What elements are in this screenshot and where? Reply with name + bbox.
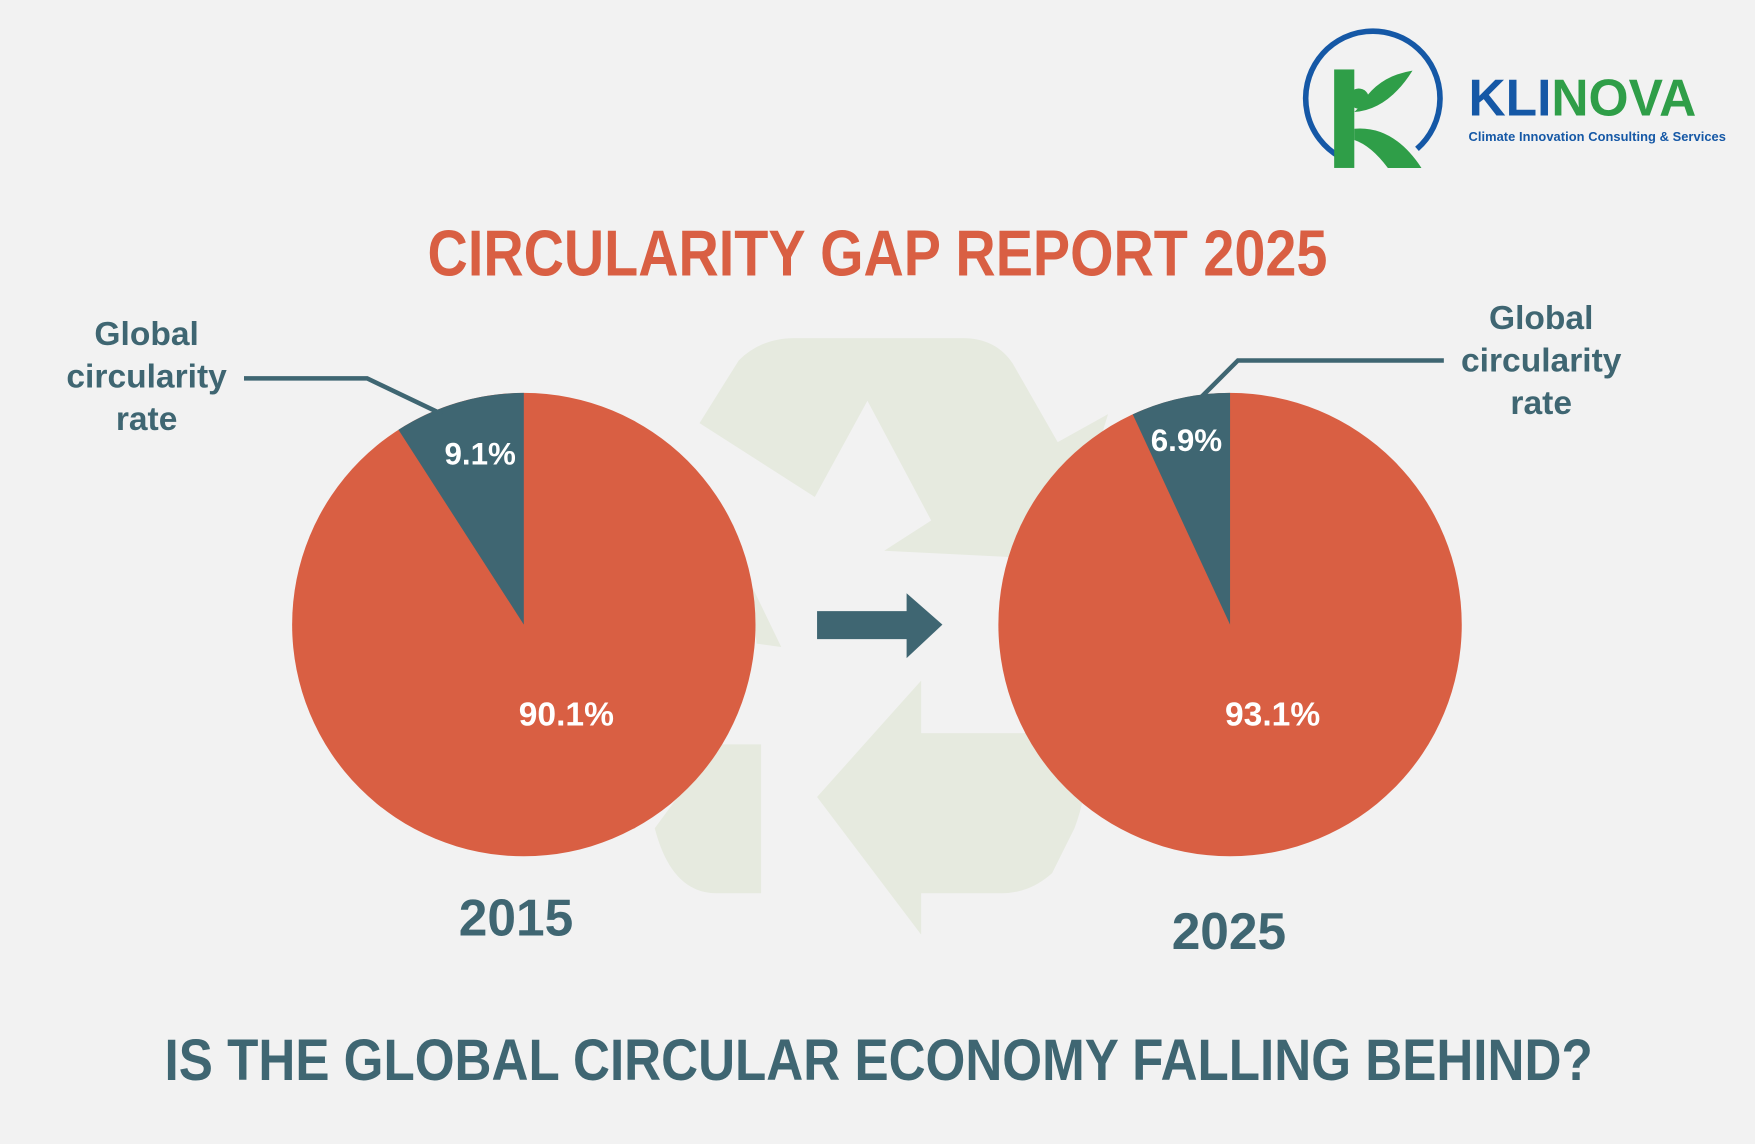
arrow-right-icon — [817, 593, 943, 659]
leader-line-2015 — [243, 376, 444, 417]
annotation-2015-line2: circularity — [66, 358, 227, 395]
logo-name-green: NOVA — [1551, 68, 1696, 126]
pie-data-label: 90.1% — [519, 696, 614, 733]
logo-tagline: Climate Innovation Consulting & Services — [1468, 129, 1725, 144]
year-label-2025: 2025 — [1172, 902, 1287, 960]
svg-text:KLINOVA: KLINOVA — [1468, 68, 1696, 126]
annotation-2025-line3: rate — [1510, 385, 1572, 422]
pie-slice-circular-2025 — [1132, 392, 1231, 625]
annotation-2025-line1: Global — [1489, 300, 1593, 337]
logo-name-blue: KLI — [1468, 68, 1551, 126]
annotation-2015-line1: Global — [94, 316, 198, 353]
year-label-2015: 2015 — [459, 889, 574, 947]
pie-slice-linear-2025 — [998, 392, 1462, 857]
pie-slice-circular-2015 — [398, 392, 524, 625]
question-heading: IS THE GLOBAL CIRCULAR ECONOMY FALLING B… — [165, 1028, 1593, 1093]
pie-data-label: 93.1% — [1225, 696, 1320, 733]
recycle-icon — [654, 338, 1109, 935]
leader-line-2025 — [1198, 358, 1444, 401]
klinova-logo: KLINOVA Climate Innovation Consulting & … — [1302, 28, 1726, 168]
annotation-2025-line2: circularity — [1461, 343, 1622, 380]
annotation-2015-line3: rate — [116, 401, 178, 438]
page-title: CIRCULARITY GAP REPORT 2025 — [428, 216, 1328, 289]
pie-data-label: 6.9% — [1151, 423, 1223, 458]
pie-data-label: 9.1% — [444, 437, 516, 472]
